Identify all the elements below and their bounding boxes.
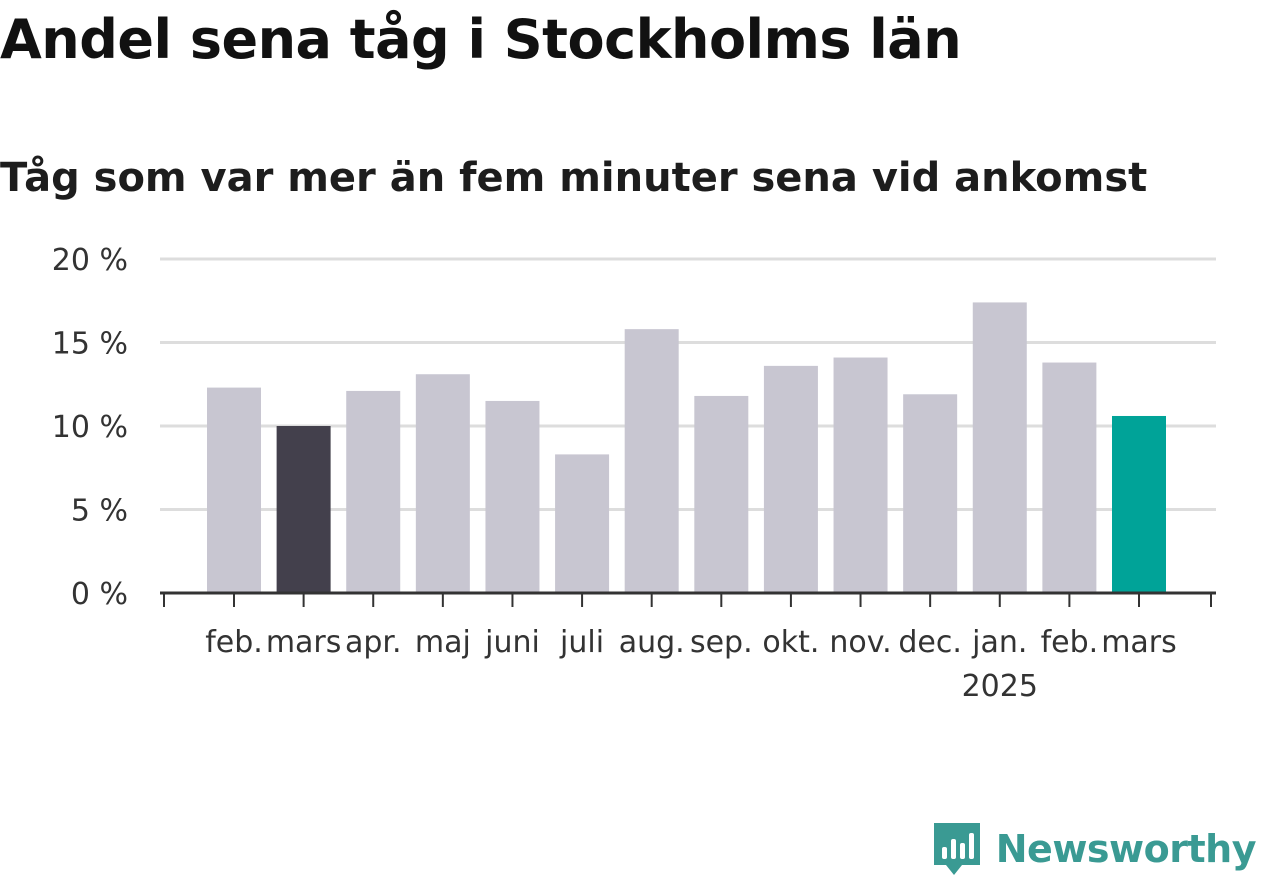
x-tick-label: feb. xyxy=(1041,625,1099,660)
newsworthy-logo-icon xyxy=(933,823,980,875)
x-tick-label: jan. xyxy=(971,625,1027,660)
x-tick-label: aug. xyxy=(619,625,685,660)
x-tick-label: dec. xyxy=(898,625,962,660)
y-axis-ticks: 0 % 5 % 10 % 15 % 20 % xyxy=(52,243,128,612)
chart-title: Andel sena tåg i Stockholms län xyxy=(0,8,962,71)
x-tick-label: okt. xyxy=(762,625,819,660)
x-tick-label: juli xyxy=(559,625,604,660)
bar xyxy=(555,454,610,593)
bar xyxy=(624,329,679,593)
bar xyxy=(485,400,540,593)
y-tick-label: 0 % xyxy=(71,577,128,612)
bar-chart: 0 %5 %10 %15 %20 % feb. mars apr. maj juni ju… xyxy=(52,243,1216,704)
x-tick-label: nov. xyxy=(829,625,891,660)
bar xyxy=(903,394,958,593)
y-tick-label: 20 % xyxy=(52,243,128,278)
bar xyxy=(415,374,470,593)
bar xyxy=(972,302,1027,593)
bar xyxy=(833,357,888,593)
brand-name: Newsworthy xyxy=(995,827,1257,871)
y-tick-label: 5 % xyxy=(71,494,128,529)
x-tick-label: mars xyxy=(1101,625,1177,660)
x-tick-label: maj xyxy=(415,625,471,660)
brand-logo: Newsworthy xyxy=(932,821,1257,877)
bar xyxy=(207,387,261,593)
x-axis-ticks: feb. mars apr. maj juni juli aug. sep. okt. nov. d… xyxy=(205,625,1177,704)
bar xyxy=(276,426,331,593)
x-tick-label: sep. xyxy=(690,625,753,660)
bar xyxy=(1112,415,1166,593)
y-tick-label: 10 % xyxy=(52,410,128,445)
bar xyxy=(694,395,749,593)
chart-subtitle: Tåg som var mer än fem minuter sena vid … xyxy=(0,155,1148,201)
bar xyxy=(346,390,401,593)
x-axis xyxy=(160,591,1216,607)
x-tick-label: feb. xyxy=(205,625,263,660)
y-tick-label: 15 % xyxy=(52,327,128,362)
bar xyxy=(1042,362,1097,593)
x-tick-label: juni xyxy=(484,625,540,660)
x-year-label: 2025 xyxy=(962,669,1038,704)
bars xyxy=(207,302,1166,593)
x-tick-label: apr. xyxy=(345,625,402,660)
x-tick-label: mars xyxy=(266,625,342,660)
gridlines xyxy=(160,257,1216,511)
bar xyxy=(763,365,818,593)
